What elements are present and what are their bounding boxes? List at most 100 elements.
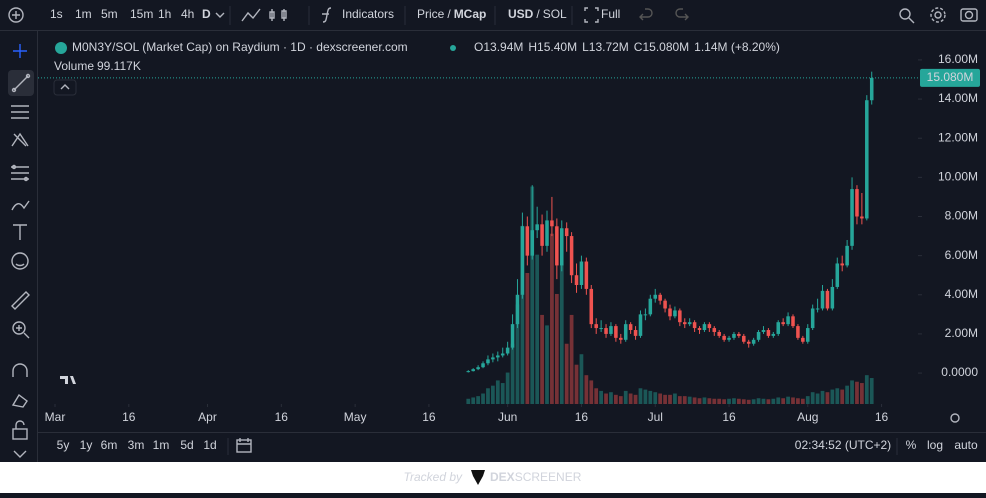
candle-body [850,189,854,246]
volume-bar [481,393,485,404]
range-button[interactable]: 6m [101,438,118,452]
volume-bar [717,398,722,404]
range-button[interactable]: 3m [128,438,145,452]
volume-bar [741,399,746,404]
candle-body [500,353,505,356]
interval[interactable]: 15m [130,7,153,21]
currency-toggle[interactable]: / [536,7,540,21]
interval[interactable]: 1h [158,7,171,21]
interval[interactable]: 4h [181,7,194,21]
range-button[interactable]: 5y [57,438,70,452]
candle-body [840,263,844,266]
candle-body [776,322,781,334]
auto-toggle[interactable]: auto [954,438,978,452]
price-toggle[interactable]: / [447,7,451,21]
volume-bar [510,343,515,404]
volume-bar [815,393,820,404]
candle-body [663,300,667,309]
volume-bar [810,392,815,404]
full-button[interactable]: Full [601,7,620,21]
price-toggle[interactable]: MCap [454,7,487,21]
volume-bar [761,398,766,404]
range-button[interactable]: 1m [153,438,170,452]
candle-body [756,331,761,340]
volume-bar [835,388,840,404]
volume-bar [791,397,795,404]
range-button[interactable]: 5d [180,438,193,452]
volume-bar [820,390,825,404]
y-tick-label: 2.00M [945,326,978,340]
legend-key: H [528,40,537,54]
percent-toggle[interactable]: % [906,438,917,452]
candle-body [737,333,741,336]
x-tick-label: 16 [275,410,289,424]
candle-body [835,263,840,287]
candle-body [574,275,579,285]
interval[interactable]: 1s [50,7,63,21]
candle-body [510,324,515,348]
volume-bar [515,304,520,404]
candle-body [751,339,756,344]
candle-body [712,328,717,332]
volume-bar [712,398,717,404]
volume-bar [796,398,800,404]
bottom-icons[interactable] [236,413,960,453]
last-price-tag [920,68,980,87]
volume-bar [628,393,633,404]
collapse-button[interactable] [53,79,77,96]
volume-bar [520,225,525,404]
candle-body [786,316,790,325]
y-tick-label: 16.00M [938,52,978,66]
candle-body [766,330,771,336]
collapse-icon[interactable] [60,84,70,90]
candle-body [682,322,687,325]
volume-bar [722,399,726,404]
candle-body [633,330,638,336]
candle-body [727,337,731,340]
volume-bar [584,375,589,404]
candle-body [579,261,584,285]
toolbar-icons[interactable] [8,7,978,24]
x-tick-label: 16 [122,410,136,424]
candle-body [796,326,800,338]
candle-body [692,322,697,329]
price-toggle[interactable]: Price [417,7,445,21]
interval[interactable]: D [202,7,211,21]
candle-body [643,314,648,316]
candle-body [648,298,653,315]
indicators-button[interactable]: Indicators [342,7,394,21]
x-tick-label: Aug [797,410,818,424]
candle-body [638,314,643,336]
x-tick-label: 16 [722,410,736,424]
legend-key: C [634,40,643,54]
range-button[interactable]: 1y [80,438,93,452]
volume-bar [638,388,643,404]
volume-bar [594,388,599,404]
interval[interactable]: 1m [75,7,92,21]
log-toggle[interactable]: log [927,438,943,452]
volume-bar [825,392,830,404]
volume-bar [677,396,682,404]
candle-body [697,328,702,331]
footer [0,462,986,493]
candle-body [491,357,495,360]
currency-toggle[interactable]: SOL [543,7,567,21]
drawing-tools[interactable] [8,44,34,458]
volume-bar [495,380,500,404]
candle-body [771,333,776,336]
candle-body [550,220,554,227]
candle-body [865,100,869,219]
volume-bar [535,254,540,404]
volume-bar [614,394,618,404]
volume-bar [550,233,554,404]
volume-bar [486,388,490,404]
volume-bar [692,397,697,404]
volume-bar [860,383,864,404]
tracked-by: Tracked by [404,470,463,484]
volume-bar [525,273,530,404]
range-button[interactable]: 1d [203,438,216,452]
interval[interactable]: 5m [101,7,118,21]
brand: SCREENER [515,470,582,484]
currency-toggle[interactable]: USD [508,7,534,21]
